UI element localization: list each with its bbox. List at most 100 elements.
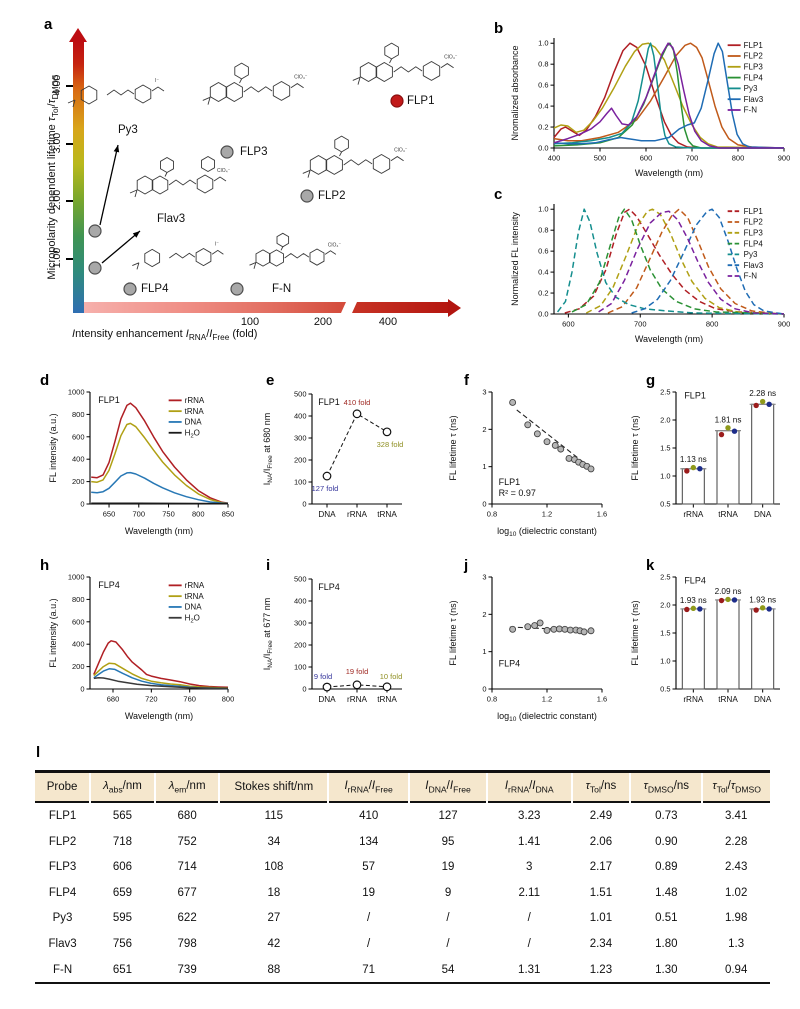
svg-text:Py3: Py3 — [744, 250, 758, 259]
svg-text:2.0: 2.0 — [660, 601, 670, 610]
structure-Flav3: ClO₄⁻ — [129, 155, 231, 198]
counterion-label: I⁻ — [155, 78, 159, 84]
data-point — [382, 682, 392, 692]
table-cell: 1.41 — [518, 835, 541, 848]
panel-d-label: d — [40, 372, 50, 389]
svg-text:FLP4: FLP4 — [744, 73, 764, 82]
panel-f-label: f — [464, 372, 469, 389]
panel-a-xtick-label: 100 — [240, 316, 260, 328]
table-cell: / — [446, 912, 450, 925]
panel-j-label: j — [464, 557, 469, 574]
svg-text:2.5: 2.5 — [660, 388, 670, 397]
svg-text:1000: 1000 — [68, 573, 85, 582]
svg-text:0: 0 — [482, 685, 486, 694]
structure-FLP1: ClO₄⁻ — [352, 42, 458, 85]
svg-text:Flav3: Flav3 — [744, 261, 764, 270]
svg-text:rRNA: rRNA — [347, 695, 368, 704]
series-rRNA — [91, 402, 229, 504]
panel-k-label: k — [646, 557, 655, 574]
svg-text:1.13 ns: 1.13 ns — [680, 455, 707, 464]
probe-table: Probe λabs/nm λem/nm Stokes shift/nm IrRNA/I… — [35, 770, 770, 985]
svg-text:tRNA: tRNA — [718, 510, 738, 519]
data-point — [509, 625, 517, 633]
svg-text:800: 800 — [222, 695, 235, 704]
table-cell: 1.23 — [589, 963, 613, 976]
replicate-dot — [684, 468, 690, 474]
table-cell: 1.51 — [589, 886, 613, 899]
series-Flav3 — [631, 208, 785, 315]
svg-text:DNA: DNA — [318, 695, 336, 704]
svg-text:500: 500 — [594, 154, 607, 163]
replicate-dot — [697, 606, 703, 612]
svg-text:FL lifetime τ (ns): FL lifetime τ (ns) — [630, 415, 640, 480]
svg-text:200: 200 — [294, 641, 307, 650]
table-cell: FLP1 — [48, 810, 77, 823]
svg-text:127 fold: 127 fold — [312, 484, 339, 493]
molecule-label-Flav3: Flav3 — [157, 213, 186, 225]
svg-text:3: 3 — [482, 388, 486, 397]
svg-text:rRNA: rRNA — [185, 396, 205, 405]
table-header-col7: τTol/ns — [570, 771, 631, 803]
panel-e-chart-flp1-fold: 0 100 200 300 400 500 DNA rRNA tRNA INA/IFree at … — [262, 390, 403, 520]
bar-DNA — [751, 608, 775, 690]
svg-text:100: 100 — [294, 478, 307, 487]
table-cell: 1.48 — [655, 886, 678, 899]
bar-rRNA — [681, 608, 705, 690]
svg-text:FLP1: FLP1 — [98, 395, 120, 405]
panel-a-ytick-notch — [66, 258, 73, 260]
series-Flav3 — [553, 42, 785, 149]
data-point — [352, 409, 362, 419]
svg-text:2.09 ns: 2.09 ns — [715, 587, 742, 596]
table-cell: Py3 — [52, 912, 73, 925]
svg-text:2.0: 2.0 — [660, 416, 670, 425]
series-FLP1 — [553, 42, 784, 149]
svg-text:0: 0 — [80, 500, 84, 509]
panel-a-ytick-notch — [66, 143, 73, 145]
svg-text:INA/IFree at 677 nm: INA/IFree at 677 nm — [262, 598, 274, 670]
series-FLP2 — [607, 208, 785, 315]
svg-text:FLP3: FLP3 — [744, 229, 764, 238]
table-cell: 57 — [362, 861, 376, 874]
table-cell: 1.3 — [728, 938, 745, 951]
svg-text:400: 400 — [294, 412, 307, 421]
table-cell: 1.01 — [589, 912, 613, 925]
table-cell: 2.34 — [589, 938, 613, 951]
data-point — [557, 445, 565, 453]
svg-text:F-N: F-N — [744, 106, 758, 115]
molecule-label-FLP3: FLP3 — [240, 146, 268, 158]
data-point — [352, 680, 362, 690]
replicate-dot — [731, 597, 738, 603]
table-cell: 108 — [264, 861, 284, 874]
svg-text:1.93 ns: 1.93 ns — [680, 596, 707, 605]
table-cell: 2.28 — [724, 835, 748, 848]
data-point — [543, 438, 551, 446]
data-point — [587, 465, 595, 473]
svg-text:Wavelength (nm): Wavelength (nm) — [125, 711, 193, 721]
molecule-label-F-N: F-N — [272, 283, 292, 295]
svg-text:700: 700 — [634, 320, 647, 329]
table-cell: 19 — [362, 886, 376, 899]
svg-text:0.8: 0.8 — [538, 60, 548, 69]
data-point — [382, 427, 392, 437]
svg-text:600: 600 — [640, 154, 653, 163]
svg-text:500: 500 — [294, 390, 307, 399]
panel-a-yaxis-label: Micropolarity dependent lifetime τTol/τD… — [45, 74, 61, 280]
table-cell: 95 — [441, 835, 455, 848]
svg-text:0.6: 0.6 — [538, 81, 548, 90]
table-cell: 42 — [267, 938, 281, 951]
table-row-F-N: F-N 651 739 88 71 54 1.31 1.23 1.30 0.94 — [35, 957, 770, 984]
svg-text:700: 700 — [133, 510, 146, 519]
table-cell: 595 — [112, 912, 133, 925]
table-cell: / — [367, 938, 371, 951]
structure-Py3: I⁻ — [67, 78, 165, 108]
svg-text:1.0: 1.0 — [538, 39, 548, 48]
panel-a-molecules: I⁻ ClO₄⁻ ClO₄⁻ ClO₄⁻ ClO₄⁻ I⁻ ClO₄⁻ — [67, 42, 458, 296]
replicate-dot — [759, 398, 766, 405]
series-FLP4 — [571, 208, 785, 315]
table-cell: 606 — [112, 861, 133, 874]
svg-text:3: 3 — [482, 573, 486, 582]
table-cell: 3 — [526, 861, 533, 874]
svg-text:FL intensity (a.u.): FL intensity (a.u.) — [48, 413, 58, 482]
data-point — [565, 455, 573, 462]
